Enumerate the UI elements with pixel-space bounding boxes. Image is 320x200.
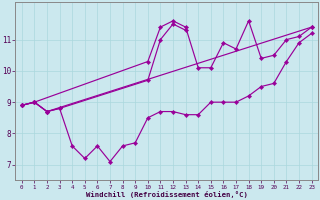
X-axis label: Windchill (Refroidissement éolien,°C): Windchill (Refroidissement éolien,°C) — [86, 191, 248, 198]
